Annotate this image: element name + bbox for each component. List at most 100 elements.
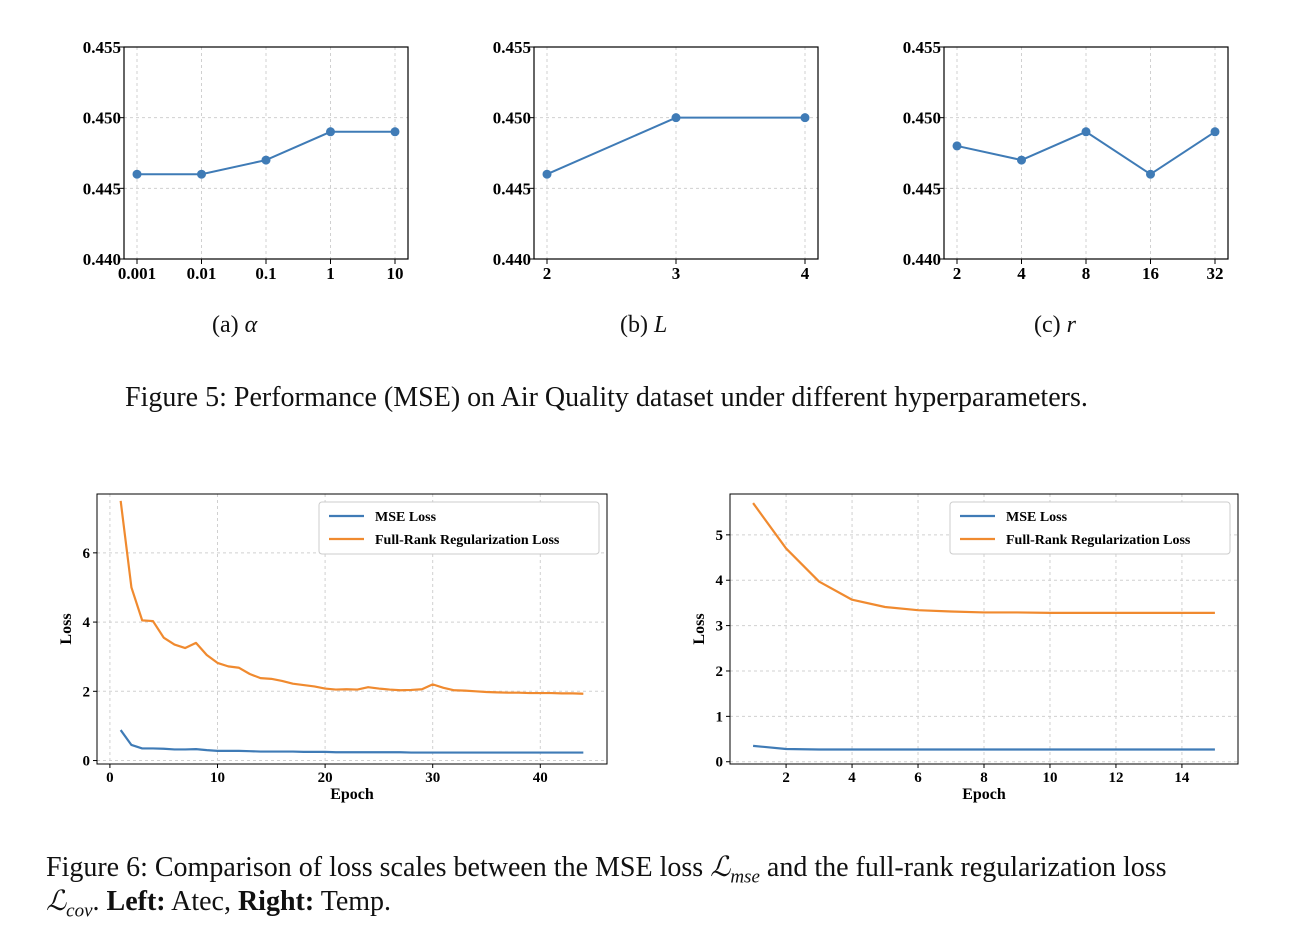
x-tick-label: 10 — [387, 264, 404, 283]
legend-box — [949, 501, 1231, 555]
x-tick-label: 4 — [801, 264, 810, 283]
subcaption-c: (c) r — [1034, 312, 1076, 339]
series-line-mse — [119, 729, 584, 754]
x-tick-label: 8 — [1082, 264, 1091, 283]
y-tick-label: 0.450 — [493, 109, 531, 128]
y-tick-label: 0.440 — [903, 250, 941, 269]
axes-frame — [123, 46, 409, 260]
x-tick-label: 30 — [425, 770, 440, 786]
loss-mse-sub: mse — [730, 866, 760, 888]
x-tick-label: 2 — [543, 264, 552, 283]
y-tick-label: 0.440 — [83, 250, 121, 269]
x-tick-label: 40 — [533, 770, 548, 786]
y-tick-label: 0 — [716, 755, 724, 771]
y-tick-label: 0.450 — [903, 109, 941, 128]
y-tick-label: 0.445 — [903, 179, 941, 198]
left-label: Left: — [106, 886, 166, 917]
y-tick-label: 2 — [83, 684, 91, 700]
x-tick-label: 0.001 — [118, 264, 156, 283]
x-tick-label: 6 — [914, 770, 922, 786]
y-tick-label: 0.445 — [493, 179, 531, 198]
series-line-full-rank — [119, 500, 584, 695]
data-point — [800, 113, 810, 123]
x-tick-label: 16 — [1142, 264, 1159, 283]
x-tick-label: 4 — [1017, 264, 1026, 283]
legend-label: Full-Rank Regularization Loss — [375, 533, 560, 548]
data-point — [326, 127, 335, 137]
y-tick-label: 0.440 — [493, 250, 531, 269]
subcaption-a: (a) α — [212, 312, 257, 339]
y-tick-label: 0.455 — [903, 38, 941, 57]
chart-atec-loss: 0 10 20 30 40 0 2 4 6 Epoch Loss MSE Loss Full-Rank … — [58, 493, 608, 803]
right-value: Temp. — [320, 886, 392, 917]
y-tick-label: 0.455 — [493, 38, 531, 57]
x-tick-label: 10 — [210, 770, 225, 786]
y-tick-label: 4 — [83, 615, 91, 631]
loss-cov-sub: cov — [66, 900, 93, 922]
y-axis-label: Loss — [691, 613, 708, 644]
x-tick-label: 20 — [318, 770, 333, 786]
x-tick-label: 3 — [672, 264, 681, 283]
data-point — [671, 113, 681, 123]
axes-frame — [729, 493, 1239, 765]
x-tick-label: 0.01 — [187, 264, 217, 283]
subcaption-b: (b) L — [620, 312, 667, 339]
axes-frame — [96, 493, 608, 765]
x-axis-label: Epoch — [330, 786, 374, 803]
data-point — [261, 155, 271, 165]
data-point — [1017, 155, 1026, 165]
legend-label: MSE Loss — [375, 510, 437, 525]
subcaption-a-symbol: α — [244, 312, 258, 338]
legend-label: MSE Loss — [1006, 510, 1068, 525]
y-tick-label: 4 — [716, 573, 724, 589]
figure6-caption-prefix: Figure 6: Comparison of loss scales betw… — [46, 852, 704, 883]
x-tick-label: 2 — [782, 770, 790, 786]
x-tick-label: 10 — [1042, 770, 1057, 786]
x-tick-label: 12 — [1108, 770, 1123, 786]
loss-mse-letter: ℒ — [710, 852, 731, 883]
data-point — [1146, 169, 1155, 179]
y-tick-label: 3 — [716, 619, 724, 635]
x-tick-label: 8 — [980, 770, 988, 786]
data-point — [1081, 127, 1091, 137]
figure6-caption-line2: ℒcov. Left: Atec, Right: Temp. — [46, 886, 392, 922]
subcaption-a-label: (a) — [212, 312, 239, 338]
data-point — [542, 169, 552, 179]
left-value: Atec, — [171, 886, 231, 917]
figure6-caption-line1: Figure 6: Comparison of loss scales betw… — [46, 850, 1167, 889]
loss-cov-letter: ℒ — [46, 886, 67, 917]
figure6-caption-mid: and the full-rank regularization loss — [766, 852, 1167, 883]
y-tick-label: 0.450 — [83, 109, 121, 128]
y-tick-label: 6 — [83, 546, 91, 562]
chart-r: 0.440 0.445 0.450 0.455 2 4 8 16 32 — [903, 38, 1229, 283]
x-tick-label: 0.1 — [255, 264, 276, 283]
x-axis-label: Epoch — [962, 786, 1006, 803]
y-tick-label: 1 — [716, 709, 724, 725]
subcaption-b-label: (b) — [620, 312, 648, 338]
y-axis-label: Loss — [58, 613, 75, 644]
axes-frame — [943, 46, 1229, 260]
loss-mse-symbol: ℒmse — [710, 852, 760, 888]
data-point — [1210, 127, 1220, 137]
x-tick-label: 1 — [326, 264, 335, 283]
chart-alpha: 0.440 0.445 0.450 0.455 0.001 0.01 0.1 1 10 — [83, 38, 409, 283]
x-tick-label: 2 — [953, 264, 962, 283]
data-point — [952, 141, 962, 151]
subcaption-b-symbol: L — [653, 312, 668, 338]
legend-label: Full-Rank Regularization Loss — [1006, 533, 1191, 548]
subcaption-c-symbol: r — [1066, 312, 1076, 338]
y-tick-label: 0.445 — [83, 179, 121, 198]
data-point — [197, 169, 206, 179]
x-tick-label: 14 — [1174, 770, 1190, 786]
axes-frame — [533, 46, 819, 260]
data-point — [132, 169, 142, 179]
series-line-full-rank — [752, 502, 1215, 614]
x-tick-label: 4 — [848, 770, 856, 786]
series-line-mse — [752, 744, 1215, 751]
right-label: Right: — [237, 886, 315, 917]
y-tick-label: 0.455 — [83, 38, 121, 57]
chart-L: 0.440 0.445 0.450 0.455 2 3 4 — [493, 38, 819, 283]
y-tick-label: 5 — [716, 528, 724, 544]
